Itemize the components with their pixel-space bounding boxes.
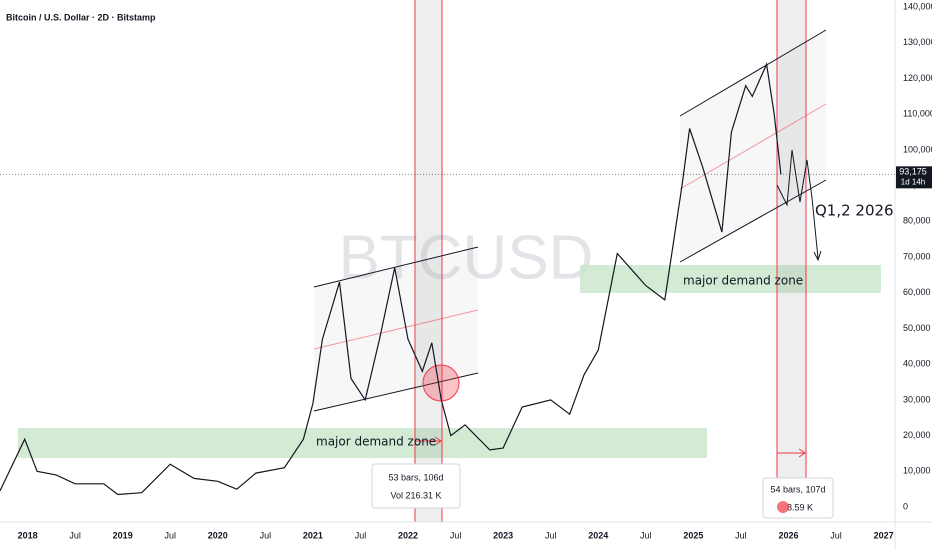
icon (777, 501, 789, 513)
y-tick-label: 40,000 (903, 359, 931, 369)
demand-zone (580, 265, 881, 293)
y-tick-label: 50,000 (903, 323, 931, 333)
y-tick-label: 100,000 (903, 144, 932, 154)
y-tick-label: 130,000 (903, 37, 932, 47)
y-tick-label: 10,000 (903, 466, 931, 476)
forecast-path (776, 149, 822, 262)
measure-text: 53 bars, 106d (388, 472, 443, 482)
x-tick-label: 2018 (18, 530, 38, 540)
price-label-box (896, 166, 932, 189)
chart-title: Bitcoin / U.S. Dollar · 2D · Bitstamp (6, 12, 156, 22)
time-band (777, 0, 806, 480)
countdown: 1d 14h (901, 177, 925, 186)
y-tick-label: 60,000 (903, 287, 931, 297)
x-tick-label: 2025 (683, 530, 703, 540)
x-tick-label: Jul (545, 530, 557, 540)
price-line (0, 62, 782, 496)
channel-mid (679, 103, 827, 190)
measure-text: Vol 216.31 K (390, 490, 441, 500)
x-tick-label: 2019 (113, 530, 133, 540)
watermark: BTCUSD (339, 223, 594, 292)
range-arrow (777, 448, 806, 458)
y-tick-label: 0 (903, 501, 908, 511)
x-tick-label: 2024 (588, 530, 608, 540)
x-tick-label: Jul (735, 530, 747, 540)
channel-mid (313, 309, 479, 350)
x-tick-label: 2022 (398, 530, 418, 540)
x-tick-label: Jul (355, 530, 367, 540)
price-label: 93,175 (899, 167, 927, 177)
channel-line (679, 29, 827, 117)
x-tick-label: Jul (640, 530, 652, 540)
x-tick-label: Jul (450, 530, 462, 540)
x-tick-label: 2027 (874, 530, 894, 540)
x-tick-label: Jul (164, 530, 176, 540)
y-tick-label: 30,000 (903, 394, 931, 404)
x-tick-label: Jul (69, 530, 81, 540)
x-tick-label: 2020 (208, 530, 228, 540)
x-tick-label: 2023 (493, 530, 513, 540)
x-tick-label: 2026 (778, 530, 798, 540)
measure-box (371, 463, 461, 509)
y-tick-label: 20,000 (903, 430, 931, 440)
measure-text: 54 bars, 107d (770, 484, 825, 494)
measure-text: 8.59 K (787, 502, 813, 512)
x-tick-label: 2021 (303, 530, 323, 540)
y-tick-label: 70,000 (903, 251, 931, 261)
x-tick-label: Jul (830, 530, 842, 540)
channel-line (313, 246, 479, 288)
y-tick-label: 140,000 (903, 2, 932, 12)
y-tick-label: 80,000 (903, 216, 931, 226)
range-arrow (415, 436, 442, 446)
y-tick-label: 110,000 (903, 109, 932, 119)
y-tick-label: 120,000 (903, 73, 932, 83)
x-tick-label: Jul (260, 530, 272, 540)
channel-line (313, 372, 479, 412)
zone-label: major demand zone (316, 435, 436, 449)
zone-label: major demand zone (683, 274, 803, 288)
demand-zone (18, 428, 707, 458)
forecast-label: Q1,2 2026 (815, 202, 894, 220)
